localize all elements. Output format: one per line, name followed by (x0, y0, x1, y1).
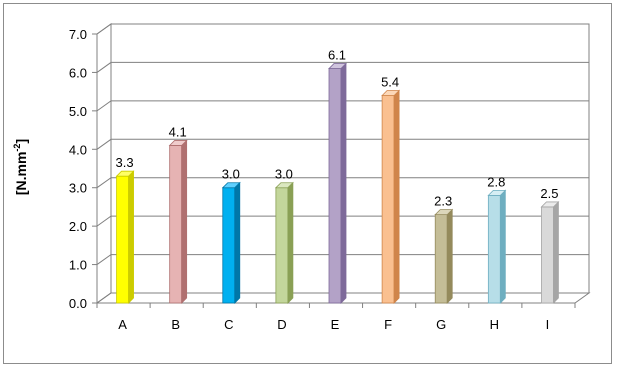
bar-side (287, 181, 294, 304)
data-label: 3.3 (116, 155, 134, 170)
bar (328, 62, 347, 304)
x-tick-label: F (384, 317, 392, 332)
x-tick-label: H (490, 317, 499, 332)
bar-front (541, 206, 554, 304)
y-tick-label: 1.0 (69, 258, 87, 273)
y-tick-label: 4.0 (69, 142, 87, 157)
bar-top (221, 182, 241, 189)
gridline (96, 215, 589, 227)
bar-top (487, 189, 507, 196)
data-label: 3.0 (222, 167, 240, 182)
bar-side (181, 139, 188, 304)
bars (115, 62, 560, 304)
bar (221, 181, 241, 304)
bar-side (499, 189, 506, 304)
bar-side (128, 170, 134, 304)
x-tick-label: A (118, 317, 127, 332)
y-tick-label: 6.0 (69, 65, 87, 80)
bar-top (115, 170, 135, 177)
bar-top (274, 182, 294, 189)
y-axis-label-superscript: -2 (12, 144, 22, 152)
bar-front (487, 194, 501, 304)
y-axis-label-text: [N.mm (13, 152, 29, 196)
y-tick-label: 5.0 (69, 104, 87, 119)
bar-top (540, 201, 560, 208)
y-axis-label-suffix: ] (13, 139, 29, 144)
data-label: 2.8 (487, 174, 505, 189)
bar (115, 170, 135, 304)
gridline (96, 138, 589, 150)
y-tick-label: 7.0 (69, 27, 87, 42)
bar-top (434, 209, 454, 216)
y-tick-label: 3.0 (69, 181, 87, 196)
bar-front (275, 187, 289, 304)
data-label: 2.3 (434, 194, 452, 209)
data-label: 6.1 (328, 48, 346, 63)
y-axis-label: [N.mm-2] (12, 139, 29, 195)
bar (381, 89, 401, 304)
side-wall (96, 23, 112, 304)
y-axis-ticks: 0.0 1.0 2.0 3.0 4.0 5.0 6.0 7.0 (69, 27, 97, 311)
x-tick-label: B (171, 317, 180, 332)
bar-side (340, 62, 347, 304)
gridlines (96, 23, 589, 304)
bar-top (381, 90, 401, 96)
bar-side (234, 181, 241, 304)
bar (274, 181, 294, 304)
bar (434, 208, 454, 304)
bar (487, 189, 507, 304)
bar-front (328, 68, 342, 304)
x-tick-label: G (436, 317, 446, 332)
gridline (96, 23, 589, 35)
gridline (96, 100, 589, 112)
bar-front (169, 145, 183, 304)
gridline (96, 61, 589, 73)
gridline (96, 177, 589, 189)
bar-side (553, 200, 559, 304)
bar (540, 200, 560, 304)
gridline (96, 254, 589, 265)
bar-front (116, 175, 129, 304)
x-tick-label: I (546, 317, 550, 332)
gridline (96, 292, 589, 304)
data-label: 4.1 (169, 124, 187, 139)
y-tick-label: 2.0 (69, 219, 87, 234)
bar-top (328, 63, 347, 69)
x-tick-label: E (331, 317, 340, 332)
bar-top (168, 140, 188, 146)
bar-front (434, 214, 448, 304)
data-labels: 3.3 4.1 3.0 3.0 6.1 5.4 2.3 2.8 2.5 (116, 48, 559, 209)
x-tick-label: D (277, 317, 286, 332)
data-label: 2.5 (540, 186, 558, 201)
bar-side (393, 89, 400, 304)
y-tick-label: 0.0 (69, 296, 87, 311)
x-tick-label: C (224, 317, 233, 332)
bar-side (446, 208, 453, 304)
bar-front (222, 187, 236, 304)
x-axis-ticks: A B C D E F G H I (96, 303, 576, 332)
bar-front (381, 95, 395, 304)
bar (168, 139, 188, 304)
data-label: 5.4 (381, 74, 399, 89)
data-label: 3.0 (275, 167, 293, 182)
